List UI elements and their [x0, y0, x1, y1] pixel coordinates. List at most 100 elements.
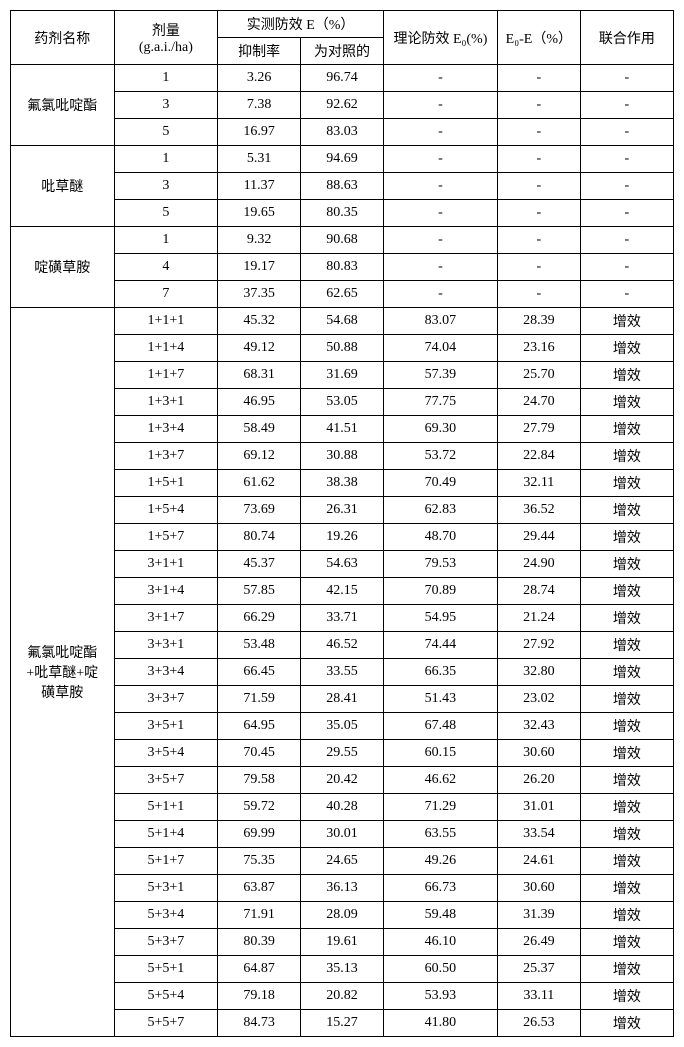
cell-r2: 83.03: [301, 119, 384, 146]
cell-syn: 增效: [580, 632, 673, 659]
cell-diff: -: [497, 65, 580, 92]
cell-r2: 38.38: [301, 470, 384, 497]
cell-e0: 41.80: [383, 1010, 497, 1037]
cell-dose: 5+5+1: [114, 956, 218, 983]
cell-syn: 增效: [580, 416, 673, 443]
cell-diff: 30.60: [497, 740, 580, 767]
cell-r2: 33.71: [301, 605, 384, 632]
cell-r2: 35.13: [301, 956, 384, 983]
cell-diff: 32.11: [497, 470, 580, 497]
cell-syn: -: [580, 146, 673, 173]
cell-e0: 74.44: [383, 632, 497, 659]
cell-dose: 5: [114, 200, 218, 227]
cell-dose: 5+1+1: [114, 794, 218, 821]
cell-r2: 26.31: [301, 497, 384, 524]
cell-r1: 58.49: [218, 416, 301, 443]
cell-r1: 79.58: [218, 767, 301, 794]
cell-syn: 增效: [580, 578, 673, 605]
cell-dose: 3+3+4: [114, 659, 218, 686]
cell-dose: 3: [114, 92, 218, 119]
cell-diff: 26.20: [497, 767, 580, 794]
cell-r1: 5.31: [218, 146, 301, 173]
cell-e0: 57.39: [383, 362, 497, 389]
cell-dose: 5+1+7: [114, 848, 218, 875]
cell-diff: 31.01: [497, 794, 580, 821]
cell-diff: 22.84: [497, 443, 580, 470]
cell-diff: 24.90: [497, 551, 580, 578]
cell-syn: 增效: [580, 686, 673, 713]
cell-dose: 5+5+4: [114, 983, 218, 1010]
cell-dose: 1+3+4: [114, 416, 218, 443]
cell-syn: -: [580, 281, 673, 308]
cell-syn: 增效: [580, 362, 673, 389]
cell-syn: 增效: [580, 956, 673, 983]
cell-diff: 36.52: [497, 497, 580, 524]
cell-e0: 71.29: [383, 794, 497, 821]
cell-dose: 3+1+1: [114, 551, 218, 578]
cell-r1: 80.74: [218, 524, 301, 551]
cell-r1: 61.62: [218, 470, 301, 497]
cell-r1: 79.18: [218, 983, 301, 1010]
cell-diff: 28.39: [497, 308, 580, 335]
cell-syn: 增效: [580, 1010, 673, 1037]
cell-r1: 37.35: [218, 281, 301, 308]
cell-e0: -: [383, 254, 497, 281]
cell-syn: 增效: [580, 929, 673, 956]
table-row: 氟氯吡啶酯13.2696.74---: [11, 65, 674, 92]
cell-dose: 1: [114, 146, 218, 173]
cell-dose: 1+1+1: [114, 308, 218, 335]
cell-r1: 53.48: [218, 632, 301, 659]
cell-dose: 5: [114, 119, 218, 146]
cell-r1: 19.65: [218, 200, 301, 227]
cell-r2: 36.13: [301, 875, 384, 902]
cell-r2: 53.05: [301, 389, 384, 416]
cell-dose: 1+1+4: [114, 335, 218, 362]
cell-r2: 54.68: [301, 308, 384, 335]
cell-r1: 49.12: [218, 335, 301, 362]
cell-r1: 71.91: [218, 902, 301, 929]
cell-r1: 19.17: [218, 254, 301, 281]
cell-dose: 1+3+1: [114, 389, 218, 416]
cell-r1: 66.45: [218, 659, 301, 686]
cell-e0: 46.62: [383, 767, 497, 794]
cell-diff: 28.74: [497, 578, 580, 605]
cell-diff: 26.53: [497, 1010, 580, 1037]
cell-diff: 25.70: [497, 362, 580, 389]
cell-diff: 25.37: [497, 956, 580, 983]
cell-e0: 70.49: [383, 470, 497, 497]
cell-syn: -: [580, 200, 673, 227]
cell-r2: 88.63: [301, 173, 384, 200]
cell-r1: 71.59: [218, 686, 301, 713]
cell-diff: -: [497, 119, 580, 146]
cell-dose: 1+3+7: [114, 443, 218, 470]
agent-name-cell: 吡草醚: [11, 146, 115, 227]
cell-r2: 33.55: [301, 659, 384, 686]
cell-r1: 69.12: [218, 443, 301, 470]
cell-r1: 84.73: [218, 1010, 301, 1037]
cell-diff: 26.49: [497, 929, 580, 956]
cell-diff: 27.92: [497, 632, 580, 659]
agent-name-cell: 氟氯吡啶酯 +吡草醚+啶 磺草胺: [11, 308, 115, 1037]
cell-r2: 80.83: [301, 254, 384, 281]
cell-r1: 70.45: [218, 740, 301, 767]
cell-dose: 5+3+1: [114, 875, 218, 902]
cell-syn: 增效: [580, 308, 673, 335]
cell-diff: 32.80: [497, 659, 580, 686]
cell-e0: 59.48: [383, 902, 497, 929]
cell-e0: 77.75: [383, 389, 497, 416]
cell-syn: 增效: [580, 983, 673, 1010]
header-name: 药剂名称: [11, 11, 115, 65]
cell-r2: 24.65: [301, 848, 384, 875]
cell-e0: 79.53: [383, 551, 497, 578]
cell-dose: 3+3+7: [114, 686, 218, 713]
cell-r2: 29.55: [301, 740, 384, 767]
agent-name-cell: 啶磺草胺: [11, 227, 115, 308]
cell-e0: 62.83: [383, 497, 497, 524]
cell-r1: 7.38: [218, 92, 301, 119]
cell-syn: 增效: [580, 848, 673, 875]
cell-r1: 66.29: [218, 605, 301, 632]
cell-r2: 80.35: [301, 200, 384, 227]
cell-syn: 增效: [580, 443, 673, 470]
cell-e0: -: [383, 227, 497, 254]
cell-syn: 增效: [580, 740, 673, 767]
